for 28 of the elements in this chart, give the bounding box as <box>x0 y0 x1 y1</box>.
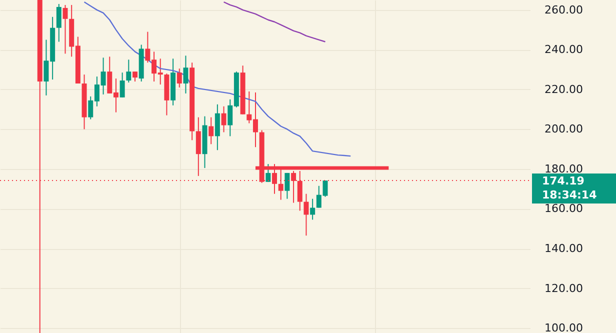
candlestick <box>214 104 220 151</box>
candlestick <box>304 193 309 236</box>
y-tick-label: 120.00 <box>544 282 583 295</box>
y-tick-label: 240.00 <box>544 43 583 56</box>
candlestick <box>266 164 271 182</box>
candlestick <box>62 4 68 54</box>
y-tick-label: 180.00 <box>544 162 583 176</box>
candlestick <box>56 3 62 42</box>
text: 174.19 <box>542 174 584 188</box>
candlestick <box>284 172 290 200</box>
y-tick-label: 260.00 <box>544 3 583 16</box>
y-tick-label: 220.00 <box>544 82 583 96</box>
candlestick <box>196 116 201 176</box>
candlestick <box>183 55 188 94</box>
candlestick <box>132 71 138 82</box>
line-series <box>84 1 352 157</box>
candlestick <box>310 198 316 220</box>
candlestick <box>221 106 226 133</box>
candlestick <box>126 59 132 84</box>
candlestick <box>176 68 182 88</box>
y-tick-label: 100.00 <box>544 322 583 333</box>
text: 18:34:14 <box>542 188 598 202</box>
candlestick <box>208 116 214 145</box>
y-tick-label: 160.00 <box>544 202 583 216</box>
candlestick <box>120 72 125 98</box>
y-tick-label: 140.00 <box>544 242 583 256</box>
line-series <box>223 1 326 42</box>
y-tick-label: 200.00 <box>544 122 583 136</box>
